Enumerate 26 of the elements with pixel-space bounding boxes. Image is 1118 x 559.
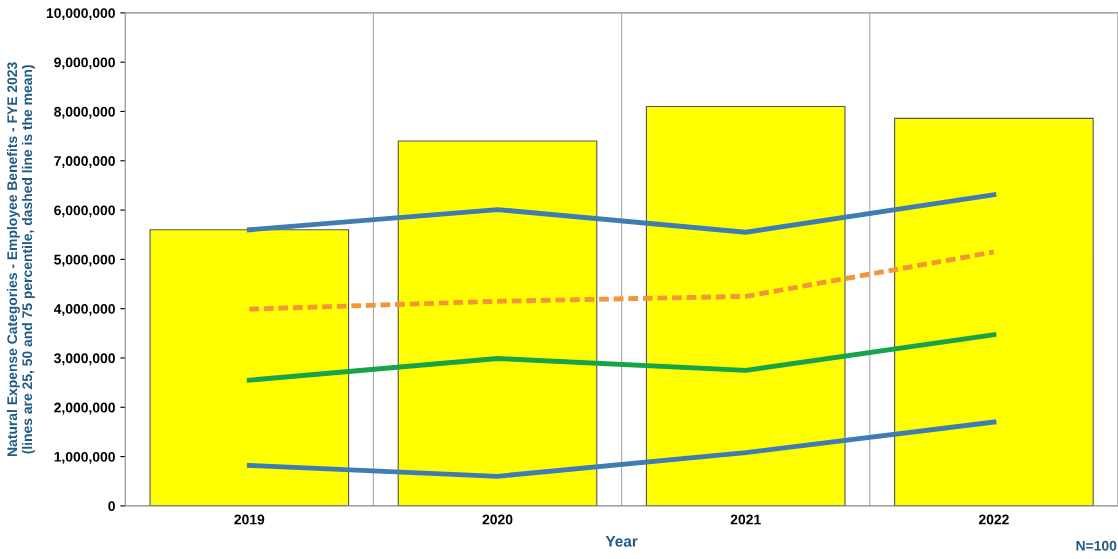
y-tick-label: 3,000,000 <box>54 353 115 366</box>
y-tick-label: 7,000,000 <box>54 156 115 168</box>
line-series <box>246 192 997 235</box>
y-tick-label: 1,000,000 <box>54 451 115 464</box>
y-tick-label: 10,000,000 <box>46 8 115 21</box>
x-tick-label: 2022 <box>978 514 1009 525</box>
y-tick-label: 4,000,000 <box>53 304 115 316</box>
y-axis-title: Natural Expense Categories - Employee Benefits - FYE 2023 (lines are 25, 50 and 75 percentile, dashed line is the mean) <box>6 62 35 457</box>
y-tick-label: 8,000,000 <box>54 106 115 119</box>
x-tick-label: 2020 <box>482 514 513 525</box>
y-tick-label: 5,000,000 <box>54 254 115 267</box>
bar <box>645 105 846 506</box>
line-series <box>246 419 997 479</box>
x-tick-label: 2021 <box>730 514 761 525</box>
y-tick-label: 9,000,000 <box>54 57 115 70</box>
line-series <box>246 332 997 383</box>
bar <box>894 117 1094 506</box>
y-tick-label: 0 <box>108 501 115 512</box>
line-series <box>246 249 997 312</box>
x-tick-label: 2019 <box>234 514 265 525</box>
bar <box>149 229 350 506</box>
y-tick-label: 6,000,000 <box>54 205 115 218</box>
text: N=100 <box>1076 540 1117 551</box>
y-tick-label: 2,000,000 <box>54 402 115 415</box>
x-axis-title: Year <box>605 536 638 547</box>
bar <box>397 140 598 506</box>
